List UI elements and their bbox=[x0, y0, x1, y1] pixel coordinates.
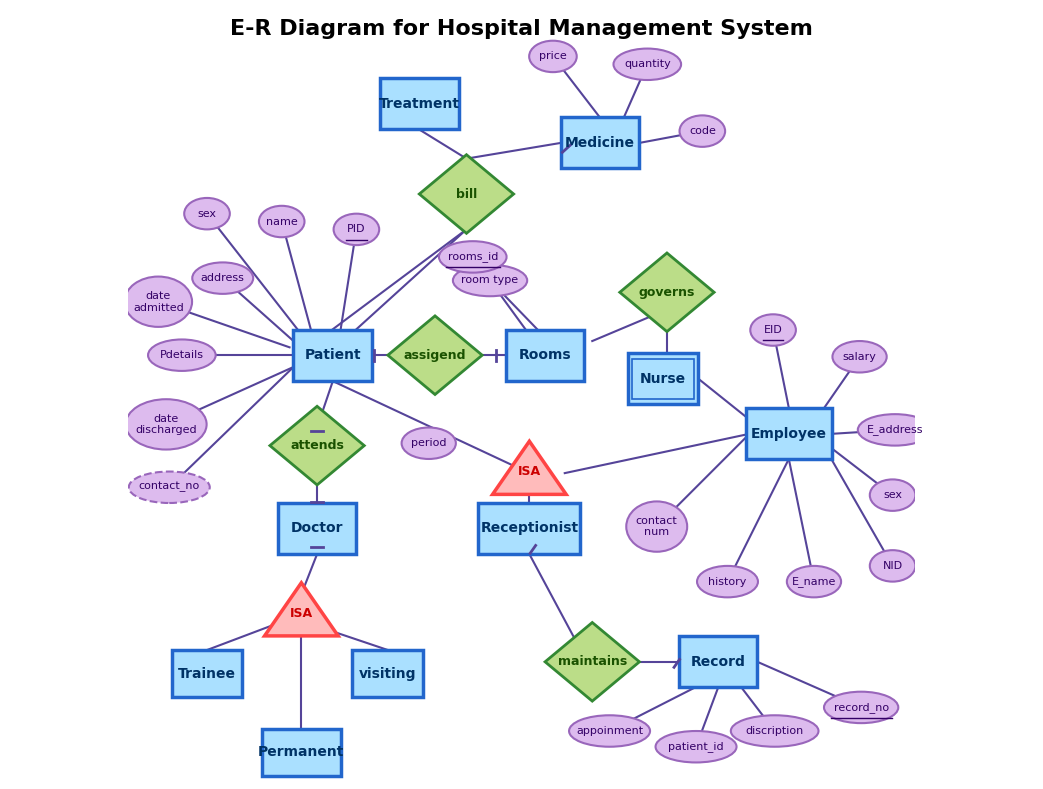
Text: visiting: visiting bbox=[359, 667, 416, 681]
Polygon shape bbox=[620, 253, 714, 331]
Text: name: name bbox=[266, 216, 297, 226]
Ellipse shape bbox=[731, 716, 819, 746]
Text: salary: salary bbox=[843, 352, 876, 362]
Ellipse shape bbox=[750, 314, 796, 346]
Text: maintains: maintains bbox=[558, 656, 627, 668]
Text: date
discharged: date discharged bbox=[136, 413, 197, 436]
Ellipse shape bbox=[857, 414, 932, 446]
Text: NID: NID bbox=[882, 561, 902, 571]
Text: ISA: ISA bbox=[290, 607, 313, 619]
Text: sex: sex bbox=[883, 490, 902, 500]
Ellipse shape bbox=[832, 341, 887, 372]
Text: Medicine: Medicine bbox=[565, 136, 635, 150]
Text: E_name: E_name bbox=[792, 576, 836, 587]
Ellipse shape bbox=[680, 115, 725, 147]
Ellipse shape bbox=[148, 339, 216, 371]
Ellipse shape bbox=[870, 550, 916, 581]
Text: date
admitted: date admitted bbox=[132, 291, 184, 312]
Text: ISA: ISA bbox=[517, 465, 541, 478]
Text: address: address bbox=[201, 273, 245, 283]
FancyBboxPatch shape bbox=[277, 503, 357, 554]
Ellipse shape bbox=[824, 692, 898, 724]
Ellipse shape bbox=[786, 566, 841, 597]
Ellipse shape bbox=[128, 472, 210, 503]
Polygon shape bbox=[265, 583, 338, 636]
FancyBboxPatch shape bbox=[506, 330, 584, 381]
Text: Nurse: Nurse bbox=[640, 372, 686, 386]
FancyBboxPatch shape bbox=[746, 408, 832, 459]
Text: history: history bbox=[708, 577, 747, 586]
Text: sex: sex bbox=[197, 208, 217, 219]
FancyBboxPatch shape bbox=[262, 729, 341, 776]
Text: record_no: record_no bbox=[833, 702, 889, 713]
Ellipse shape bbox=[439, 241, 507, 273]
Text: Employee: Employee bbox=[751, 427, 827, 441]
FancyBboxPatch shape bbox=[380, 78, 459, 129]
Text: rooms_id: rooms_id bbox=[447, 252, 498, 263]
Text: attends: attends bbox=[290, 439, 344, 452]
Text: Trainee: Trainee bbox=[178, 667, 236, 681]
Text: quantity: quantity bbox=[624, 59, 671, 69]
FancyBboxPatch shape bbox=[293, 330, 372, 381]
Ellipse shape bbox=[626, 502, 687, 552]
FancyBboxPatch shape bbox=[679, 636, 757, 687]
Text: Doctor: Doctor bbox=[291, 522, 343, 535]
Text: EID: EID bbox=[763, 325, 782, 335]
Ellipse shape bbox=[656, 731, 736, 762]
Text: period: period bbox=[411, 438, 446, 448]
Ellipse shape bbox=[697, 566, 758, 597]
FancyBboxPatch shape bbox=[561, 118, 639, 169]
Ellipse shape bbox=[334, 214, 380, 245]
Text: bill: bill bbox=[456, 188, 477, 200]
Ellipse shape bbox=[125, 399, 207, 450]
Text: appoinment: appoinment bbox=[576, 726, 644, 736]
Text: assigend: assigend bbox=[404, 349, 466, 361]
Ellipse shape bbox=[259, 206, 305, 237]
Text: price: price bbox=[539, 51, 566, 62]
Polygon shape bbox=[388, 316, 482, 394]
Text: contact_no: contact_no bbox=[139, 482, 200, 492]
FancyBboxPatch shape bbox=[353, 650, 423, 697]
Text: Permanent: Permanent bbox=[259, 746, 344, 759]
Text: code: code bbox=[688, 126, 715, 136]
Text: discription: discription bbox=[746, 726, 804, 736]
Ellipse shape bbox=[870, 480, 916, 510]
Polygon shape bbox=[419, 155, 513, 234]
Text: room type: room type bbox=[461, 275, 518, 286]
Text: Pdetails: Pdetails bbox=[160, 350, 203, 361]
Ellipse shape bbox=[529, 41, 577, 72]
Text: patient_id: patient_id bbox=[669, 742, 724, 752]
Ellipse shape bbox=[402, 428, 456, 459]
FancyBboxPatch shape bbox=[479, 503, 581, 554]
Text: Receptionist: Receptionist bbox=[480, 522, 579, 535]
Ellipse shape bbox=[613, 49, 681, 80]
Polygon shape bbox=[270, 406, 364, 485]
Text: E-R Diagram for Hospital Management System: E-R Diagram for Hospital Management Syst… bbox=[231, 19, 812, 39]
Text: PID: PID bbox=[347, 224, 366, 234]
Ellipse shape bbox=[185, 198, 229, 230]
Text: Treatment: Treatment bbox=[379, 96, 460, 110]
Text: E_address: E_address bbox=[867, 424, 923, 436]
Polygon shape bbox=[492, 441, 566, 495]
Ellipse shape bbox=[453, 265, 527, 296]
Ellipse shape bbox=[192, 263, 253, 294]
FancyBboxPatch shape bbox=[628, 353, 699, 404]
Ellipse shape bbox=[569, 716, 650, 746]
Text: Patient: Patient bbox=[305, 348, 361, 362]
Ellipse shape bbox=[124, 277, 192, 327]
FancyBboxPatch shape bbox=[172, 650, 242, 697]
Text: contact
num: contact num bbox=[636, 516, 678, 537]
Polygon shape bbox=[545, 623, 639, 701]
Text: Rooms: Rooms bbox=[518, 348, 572, 362]
Text: Record: Record bbox=[690, 655, 746, 669]
Text: governs: governs bbox=[638, 286, 695, 299]
